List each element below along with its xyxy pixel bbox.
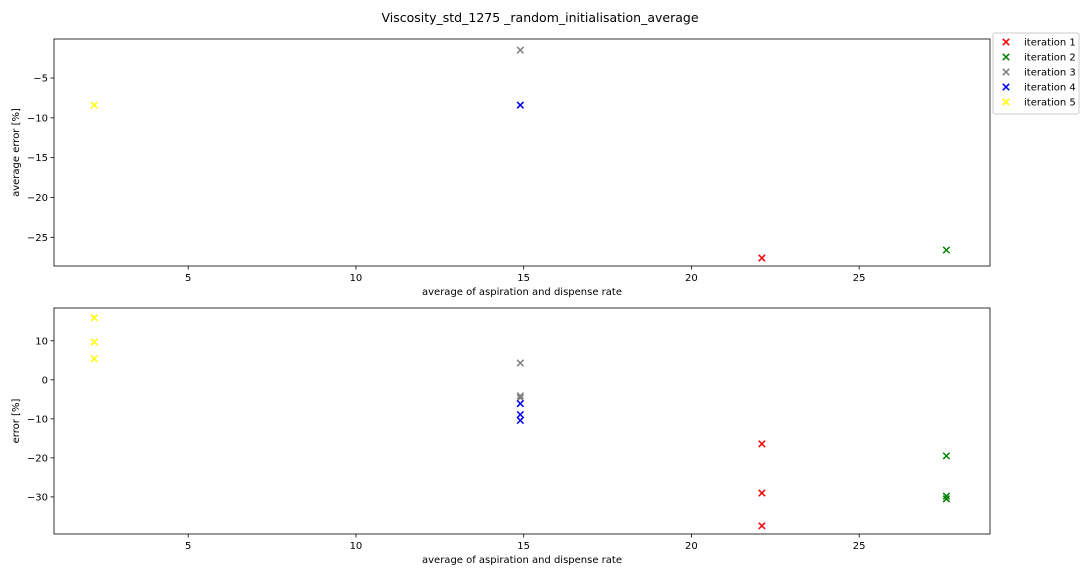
y-tick-label: −30 — [27, 492, 48, 503]
y-tick-label: 0 — [42, 375, 48, 386]
legend-marker-iteration-5 — [1002, 98, 1010, 106]
data-point-iteration-2 — [942, 246, 951, 254]
data-point-iteration-3 — [516, 46, 525, 54]
data-point-iteration-2 — [942, 495, 951, 503]
y-tick-label: −10 — [27, 414, 48, 425]
legend-box — [992, 32, 1080, 115]
data-point-iteration-1 — [758, 522, 766, 530]
x-tick-label: 20 — [685, 541, 698, 552]
data-point-iteration-1 — [758, 489, 766, 497]
data-point-iteration-5 — [90, 101, 98, 109]
x-tick-label: 5 — [185, 273, 191, 284]
x-tick-label: 10 — [350, 273, 363, 284]
data-point-iteration-5 — [90, 338, 98, 346]
data-point-iteration-3 — [516, 392, 525, 400]
data-point-iteration-4 — [516, 410, 525, 419]
data-point-iteration-2 — [942, 492, 951, 500]
axes-frame — [53, 38, 991, 267]
y-tick-label: −15 — [27, 153, 48, 164]
data-point-iteration-4 — [516, 416, 525, 425]
legend-label-iteration-4: iteration 4 — [1024, 83, 1076, 94]
legend-label-iteration-5: iteration 5 — [1024, 98, 1076, 109]
legend-marker-iteration-3 — [1002, 68, 1010, 76]
figure-title: Viscosity_std_1275 _random_initialisatio… — [381, 10, 698, 25]
legend-label-iteration-1: iteration 1 — [1024, 38, 1076, 49]
subplot-2: 5 10 15 20 25 10 0 −10 −20 −30 average of aspirati… — [11, 307, 991, 566]
x-tick-label: 15 — [517, 541, 530, 552]
x-tick-label: 25 — [853, 541, 866, 552]
x-axis-label: average of aspiration and dispense rate — [422, 555, 622, 566]
data-point-iteration-1 — [758, 254, 766, 262]
x-tick-label: 5 — [185, 541, 191, 552]
y-tick-label: −20 — [27, 193, 48, 204]
legend-label-iteration-3: iteration 3 — [1024, 68, 1076, 79]
legend-label-iteration-2: iteration 2 — [1024, 53, 1076, 64]
y-axis-label: average error [%] — [11, 108, 22, 197]
plots: 5 10 15 20 25 −5 −10 −15 −20 −25 average of aspira… — [11, 38, 991, 566]
y-axis-label: error [%] — [11, 399, 22, 444]
y-tick-label: −10 — [27, 113, 48, 124]
y-tick-label: −5 — [33, 74, 48, 85]
data-point-iteration-1 — [758, 440, 766, 448]
legend-marker-iteration-4 — [1002, 83, 1010, 91]
y-tick-label: −20 — [27, 453, 48, 464]
y-tick-label: −25 — [27, 233, 48, 244]
legend: iteration 1 iteration 2 iteration 3 iterati… — [992, 32, 1080, 115]
axes-frame — [53, 307, 991, 535]
x-tick-label: 25 — [853, 273, 866, 284]
legend-marker-iteration-2 — [1002, 53, 1010, 61]
subplot-1: 5 10 15 20 25 −5 −10 −15 −20 −25 average of aspira… — [11, 38, 991, 298]
x-axis-label: average of aspiration and dispense rate — [422, 287, 622, 298]
data-point-iteration-5 — [90, 314, 98, 322]
x-tick-label: 20 — [685, 273, 698, 284]
data-point-iteration-4 — [516, 399, 525, 408]
x-tick-label: 15 — [517, 273, 530, 284]
data-point-iteration-2 — [942, 452, 951, 460]
data-point-iteration-5 — [90, 355, 98, 363]
x-tick-label: 10 — [350, 541, 363, 552]
data-point-iteration-4 — [516, 101, 525, 109]
data-point-iteration-3 — [516, 359, 525, 367]
legend-marker-iteration-1 — [1002, 38, 1010, 46]
data-point-iteration-3 — [516, 394, 525, 402]
y-tick-label: 10 — [35, 336, 48, 347]
